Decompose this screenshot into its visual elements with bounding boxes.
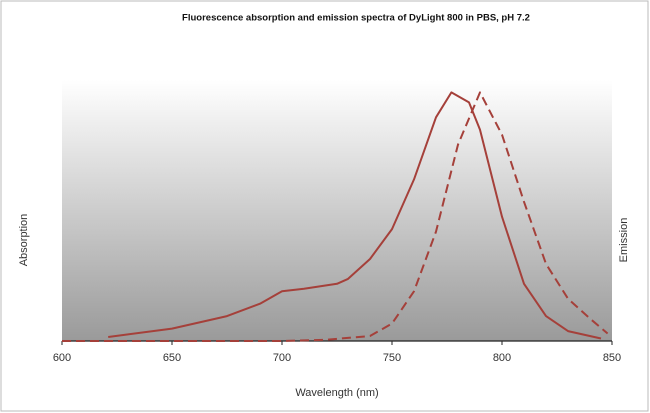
x-axis-label: Wavelength (nm) — [295, 387, 378, 399]
x-tick-label: 650 — [163, 352, 181, 364]
chart-title: Fluorescence absorption and emission spe… — [182, 13, 530, 24]
x-tick-label: 750 — [383, 352, 401, 364]
series-line — [108, 91, 602, 340]
x-tick-label: 700 — [273, 352, 291, 364]
x-tick-label: 600 — [53, 352, 71, 364]
x-tick-label: 800 — [493, 352, 511, 364]
y-axis-label: Absorption — [18, 214, 30, 267]
plot-area — [62, 80, 612, 341]
x-tick-label: 850 — [603, 352, 621, 364]
y2-axis-label: Emission — [618, 218, 630, 263]
series-line — [62, 91, 609, 342]
